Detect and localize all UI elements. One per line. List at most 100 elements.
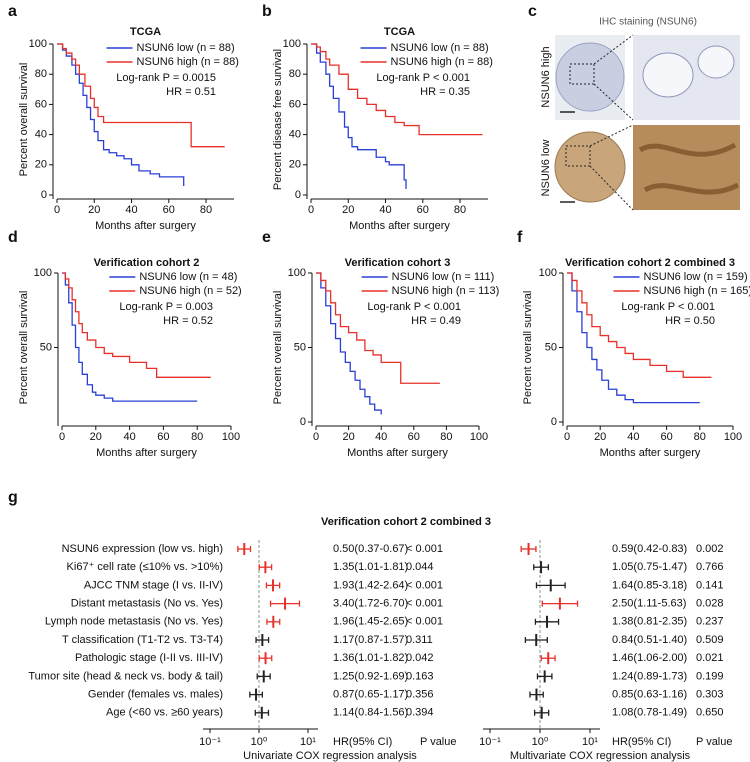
hr-label: 1.08(0.78-1.49) — [612, 707, 687, 719]
legend-label: NSUN6 low (n = 111) — [392, 271, 495, 283]
image-title: IHC staining (NSUN6) — [599, 17, 697, 28]
x-tick-label: 20 — [342, 204, 354, 216]
zoom-box — [569, 63, 595, 85]
row-label: Ki67⁺ cell rate (≤10% vs. >10%) — [67, 561, 223, 573]
x-tick-label: 60 — [163, 204, 175, 216]
hr-label: 1.64(0.85-3.18) — [612, 579, 687, 591]
p-value: 0.021 — [696, 652, 724, 664]
p-value: 0.650 — [696, 707, 724, 719]
row-label: Age (<60 vs. ≥60 years) — [106, 707, 223, 719]
annotation: HR = 0.49 — [411, 315, 461, 327]
y-tick-label: 60 — [289, 98, 301, 110]
x-tick-label: 40 — [627, 431, 639, 443]
p-value: < 0.001 — [406, 616, 443, 628]
p-value: 0.394 — [406, 707, 434, 719]
row-label: Lymph node metastasis (No vs. Yes) — [45, 616, 223, 628]
legend-label: NSUN6 high (n = 113) — [392, 285, 500, 297]
row-label: NSUN6 expression (low vs. high) — [62, 543, 223, 555]
legend-label: NSUN6 high (n = 88) — [391, 56, 493, 68]
y-tick-label: 100 — [29, 38, 47, 50]
annotation: Log-rank P < 0.001 — [367, 301, 461, 313]
ihc-texture — [638, 142, 740, 195]
x-tick-label: 10¹ — [300, 736, 316, 748]
chart-title: Verification cohort 3 — [345, 257, 451, 269]
hr-label: 1.25(0.92-1.69) — [333, 670, 408, 682]
x-tick-label: 0 — [59, 431, 65, 443]
annotation: Log-rank P = 0.003 — [119, 301, 213, 313]
ihc-image — [697, 45, 735, 79]
x-axis-label: Months after surgery — [96, 447, 197, 459]
p-value: 0.311 — [406, 634, 433, 646]
hr-label: 1.17(0.87-1.57) — [333, 634, 408, 646]
x-axis-label: Months after surgery — [600, 447, 701, 459]
hr-label: 0.85(0.63-1.16) — [612, 689, 687, 701]
ihc-image — [642, 52, 694, 98]
hr-label: 3.40(1.72-6.70) — [333, 598, 408, 610]
legend-label: NSUN6 low (n = 48) — [139, 271, 237, 283]
zoom-line — [593, 83, 634, 121]
row-label: Distant metastasis (No vs. Yes) — [71, 598, 223, 610]
row-label: Gender (females vs. males) — [88, 689, 223, 701]
y-tick-label: 40 — [289, 129, 301, 141]
x-tick-label: 60 — [157, 431, 169, 443]
survival-curve — [311, 43, 483, 136]
y-tick-label: 50 — [40, 341, 52, 353]
y-tick-label: 0 — [551, 416, 557, 428]
y-tick-label: 0 — [295, 189, 301, 201]
legend-label: NSUN6 low (n = 88) — [391, 42, 489, 54]
survival-curve — [62, 272, 211, 378]
chart-title: TCGA — [384, 26, 415, 38]
x-tick-label: 80 — [440, 431, 452, 443]
chart-title: Verification cohort 2 combined 3 — [321, 516, 491, 528]
column-header: HR(95% CI) — [333, 736, 392, 748]
ihc-image — [633, 125, 740, 210]
x-axis-label: Months after surgery — [95, 220, 196, 232]
survival-curve — [316, 272, 382, 415]
row-label: NSUN6 high — [540, 46, 552, 107]
p-value: 0.042 — [406, 652, 434, 664]
annotation: HR = 0.52 — [163, 315, 213, 327]
chart-title: Verification cohort 2 — [94, 257, 200, 269]
x-tick-label: 60 — [417, 204, 429, 216]
y-axis-label: Percent overall survival — [522, 291, 534, 405]
survival-curve — [316, 272, 440, 384]
column-header: HR(95% CI) — [612, 736, 671, 748]
x-tick-label: 80 — [200, 204, 212, 216]
hr-label: 1.14(0.84-1.56) — [333, 707, 408, 719]
p-value: 0.303 — [696, 689, 724, 701]
y-tick-label: 60 — [35, 98, 47, 110]
row-label: AJCC TNM stage (I vs. II-IV) — [84, 579, 223, 591]
y-tick-label: 50 — [545, 341, 557, 353]
survival-curve — [567, 272, 700, 404]
hr-label: 0.84(0.51-1.40) — [612, 634, 687, 646]
row-label: NSUN6 low — [540, 140, 552, 197]
hr-label: 1.38(0.81-2.35) — [612, 616, 687, 628]
x-tick-label: 20 — [342, 431, 354, 443]
x-tick-label: 40 — [123, 431, 135, 443]
chart-title: Verification cohort 2 combined 3 — [565, 257, 735, 269]
p-value: 0.163 — [406, 670, 434, 682]
zoom-line — [593, 34, 634, 65]
legend-label: NSUN6 low (n = 159) — [643, 271, 747, 283]
y-tick-label: 100 — [283, 38, 301, 50]
p-value: 0.199 — [696, 670, 724, 682]
legend-label: NSUN6 high (n = 165) — [643, 285, 750, 297]
y-tick-label: 80 — [35, 68, 47, 80]
x-tick-label: 100 — [724, 431, 742, 443]
y-tick-label: 100 — [288, 267, 306, 279]
p-value: 0.002 — [696, 543, 724, 555]
panel-label: g — [8, 489, 18, 506]
survival-curve — [57, 43, 225, 148]
x-tick-label: 80 — [694, 431, 706, 443]
survival-curve — [57, 43, 185, 186]
column-header: P value — [696, 736, 733, 748]
y-axis-label: Percent disease free survival — [272, 49, 284, 190]
x-tick-label: 10⁻¹ — [199, 736, 221, 748]
hr-label: 0.87(0.65-1.17) — [333, 689, 408, 701]
x-axis-label: Months after surgery — [347, 447, 448, 459]
panel-label: d — [8, 229, 18, 246]
x-tick-label: 10⁰ — [532, 736, 549, 748]
survival-curve — [62, 272, 198, 402]
y-axis-label: Percent overall survival — [272, 291, 284, 405]
